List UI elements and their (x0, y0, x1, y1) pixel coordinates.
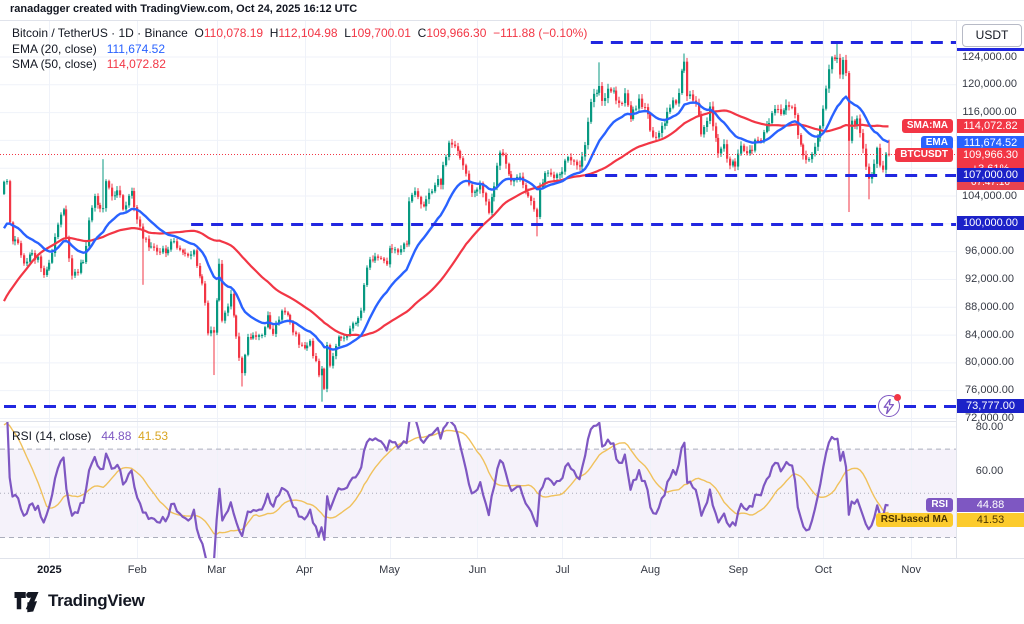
rsi-axis-value[interactable]: 44.88 (957, 498, 1024, 512)
ohlc-low-value: 109,700.01 (350, 26, 411, 40)
sma-legend-value: 114,072.82 (106, 57, 166, 71)
sma-axis-pill[interactable]: SMA:MA (901, 119, 953, 133)
price-axis-panel[interactable] (956, 21, 1024, 558)
rsi-axis-value-text: 44.88 (976, 499, 1005, 511)
symbol-title[interactable]: Bitcoin / TetherUS · 1D · Binance (12, 26, 188, 40)
symbol-legend[interactable]: Bitcoin / TetherUS · 1D · Binance O110,0… (12, 26, 587, 40)
ohlc-open-label: O (194, 26, 204, 40)
sma-legend[interactable]: SMA (50, close) 114,072.82 (12, 57, 166, 71)
currency-unit-button[interactable]: USDT (962, 24, 1022, 47)
price-tick-label: 72,000.00 (965, 411, 1014, 424)
ohlc-high-value: 112,104.98 (278, 26, 338, 40)
level-axis-value[interactable]: 107,000.00 (957, 167, 1024, 182)
price-tick-label: 120,000.00 (961, 78, 1018, 91)
rsi-axis-pill[interactable]: RSI (926, 498, 953, 512)
ohlc-close-value: 109,966.30 (426, 26, 487, 40)
ema-axis-value-text: 111,674.52 (963, 136, 1018, 149)
rsi-legend-label: RSI (14, close) (12, 429, 92, 443)
price-tick-label: 124,000.00 (961, 50, 1018, 63)
ema-axis-value[interactable]: 111,674.52 (957, 135, 1024, 150)
time-axis-label: Nov (901, 564, 921, 576)
tradingview-logo-text: TradingView (48, 591, 145, 610)
rsi-ma-axis-value-text: 41.53 (976, 514, 1005, 526)
price-tick-label: 96,000.00 (965, 245, 1014, 258)
rsi-legend-value: 44.88 (101, 429, 132, 443)
ohlc-low-label: L (344, 26, 351, 40)
ohlc-close-label: C (417, 26, 427, 40)
symbol-axis-pill[interactable]: BTCUSDT (895, 147, 953, 162)
price-tick-label: 76,000.00 (965, 384, 1014, 397)
lightning-bolt-icon (883, 399, 894, 415)
price-tick-label: 84,000.00 (965, 328, 1014, 341)
top-level-axis-marker (957, 48, 1024, 51)
time-axis-label: Oct (814, 564, 832, 576)
credit-line: ranadagger created with TradingView.com,… (10, 3, 358, 15)
rsi-tick-label: 80.00 (975, 420, 1004, 433)
chart-frame: USDT Bitcoin / TetherUS · 1D · Binance O… (0, 20, 1024, 583)
time-axis-label: Jun (468, 564, 487, 576)
time-axis-label: May (379, 564, 400, 576)
price-tick-label: 116,000.00 (962, 106, 1017, 119)
ema-axis-pill[interactable]: EMA (920, 135, 953, 150)
sma-legend-label: SMA (50, close) (12, 57, 97, 71)
price-tick-label: 80,000.00 (965, 356, 1014, 369)
sma-axis-value[interactable]: 114,072.82 (957, 119, 1024, 133)
alert-active-dot (893, 394, 901, 402)
rsi-tick-label: 60.00 (975, 464, 1004, 477)
rsi-ma-axis-value[interactable]: 41.53 (957, 513, 1024, 527)
ohlc-open-value: 110,078.19 (203, 26, 264, 40)
last-price-text: 109,966.30 (962, 148, 1019, 161)
ohlc-high-label: H (269, 26, 279, 40)
tradingview-attribution[interactable]: TradingView (13, 589, 145, 613)
time-axis-label: Aug (640, 564, 661, 576)
rsi-pane-canvas[interactable] (0, 421, 956, 558)
time-axis-label: Sep (728, 564, 749, 576)
time-axis-label: Jul (555, 564, 570, 576)
time-axis-label: Feb (127, 564, 147, 576)
sma-axis-value-text: 114,072.82 (963, 120, 1018, 132)
price-tick-label: 88,000.00 (965, 300, 1014, 313)
ema-legend-label: EMA (20, close) (12, 42, 97, 56)
price-pane-canvas[interactable] (0, 21, 956, 421)
rsi-ma-legend-value: 41.53 (138, 429, 169, 443)
time-axis-label: Apr (295, 564, 314, 576)
time-axis-label: 2025 (37, 564, 62, 576)
rsi-legend[interactable]: RSI (14, close) 44.88 41.53 (12, 429, 168, 443)
tradingview-logo-icon (14, 592, 39, 613)
level-axis-value[interactable]: 73,777.00 (957, 398, 1024, 413)
ema-legend[interactable]: EMA (20, close) 111,674.52 (12, 42, 165, 56)
ema-legend-value: 111,674.52 (106, 42, 165, 56)
pane-divider[interactable] (0, 421, 1024, 422)
price-tick-label: 92,000.00 (965, 272, 1014, 285)
price-tick-label: 104,000.00 (961, 189, 1018, 202)
change-value: −111.88 (−0.10%) (493, 26, 588, 40)
price-alert-icon[interactable] (877, 394, 901, 418)
rsi-ma-axis-pill[interactable]: RSI-based MA (875, 513, 953, 527)
level-axis-value[interactable]: 100,000.00 (957, 216, 1024, 231)
time-axis-label: Mar (207, 564, 227, 576)
time-axis-divider (0, 558, 1024, 559)
